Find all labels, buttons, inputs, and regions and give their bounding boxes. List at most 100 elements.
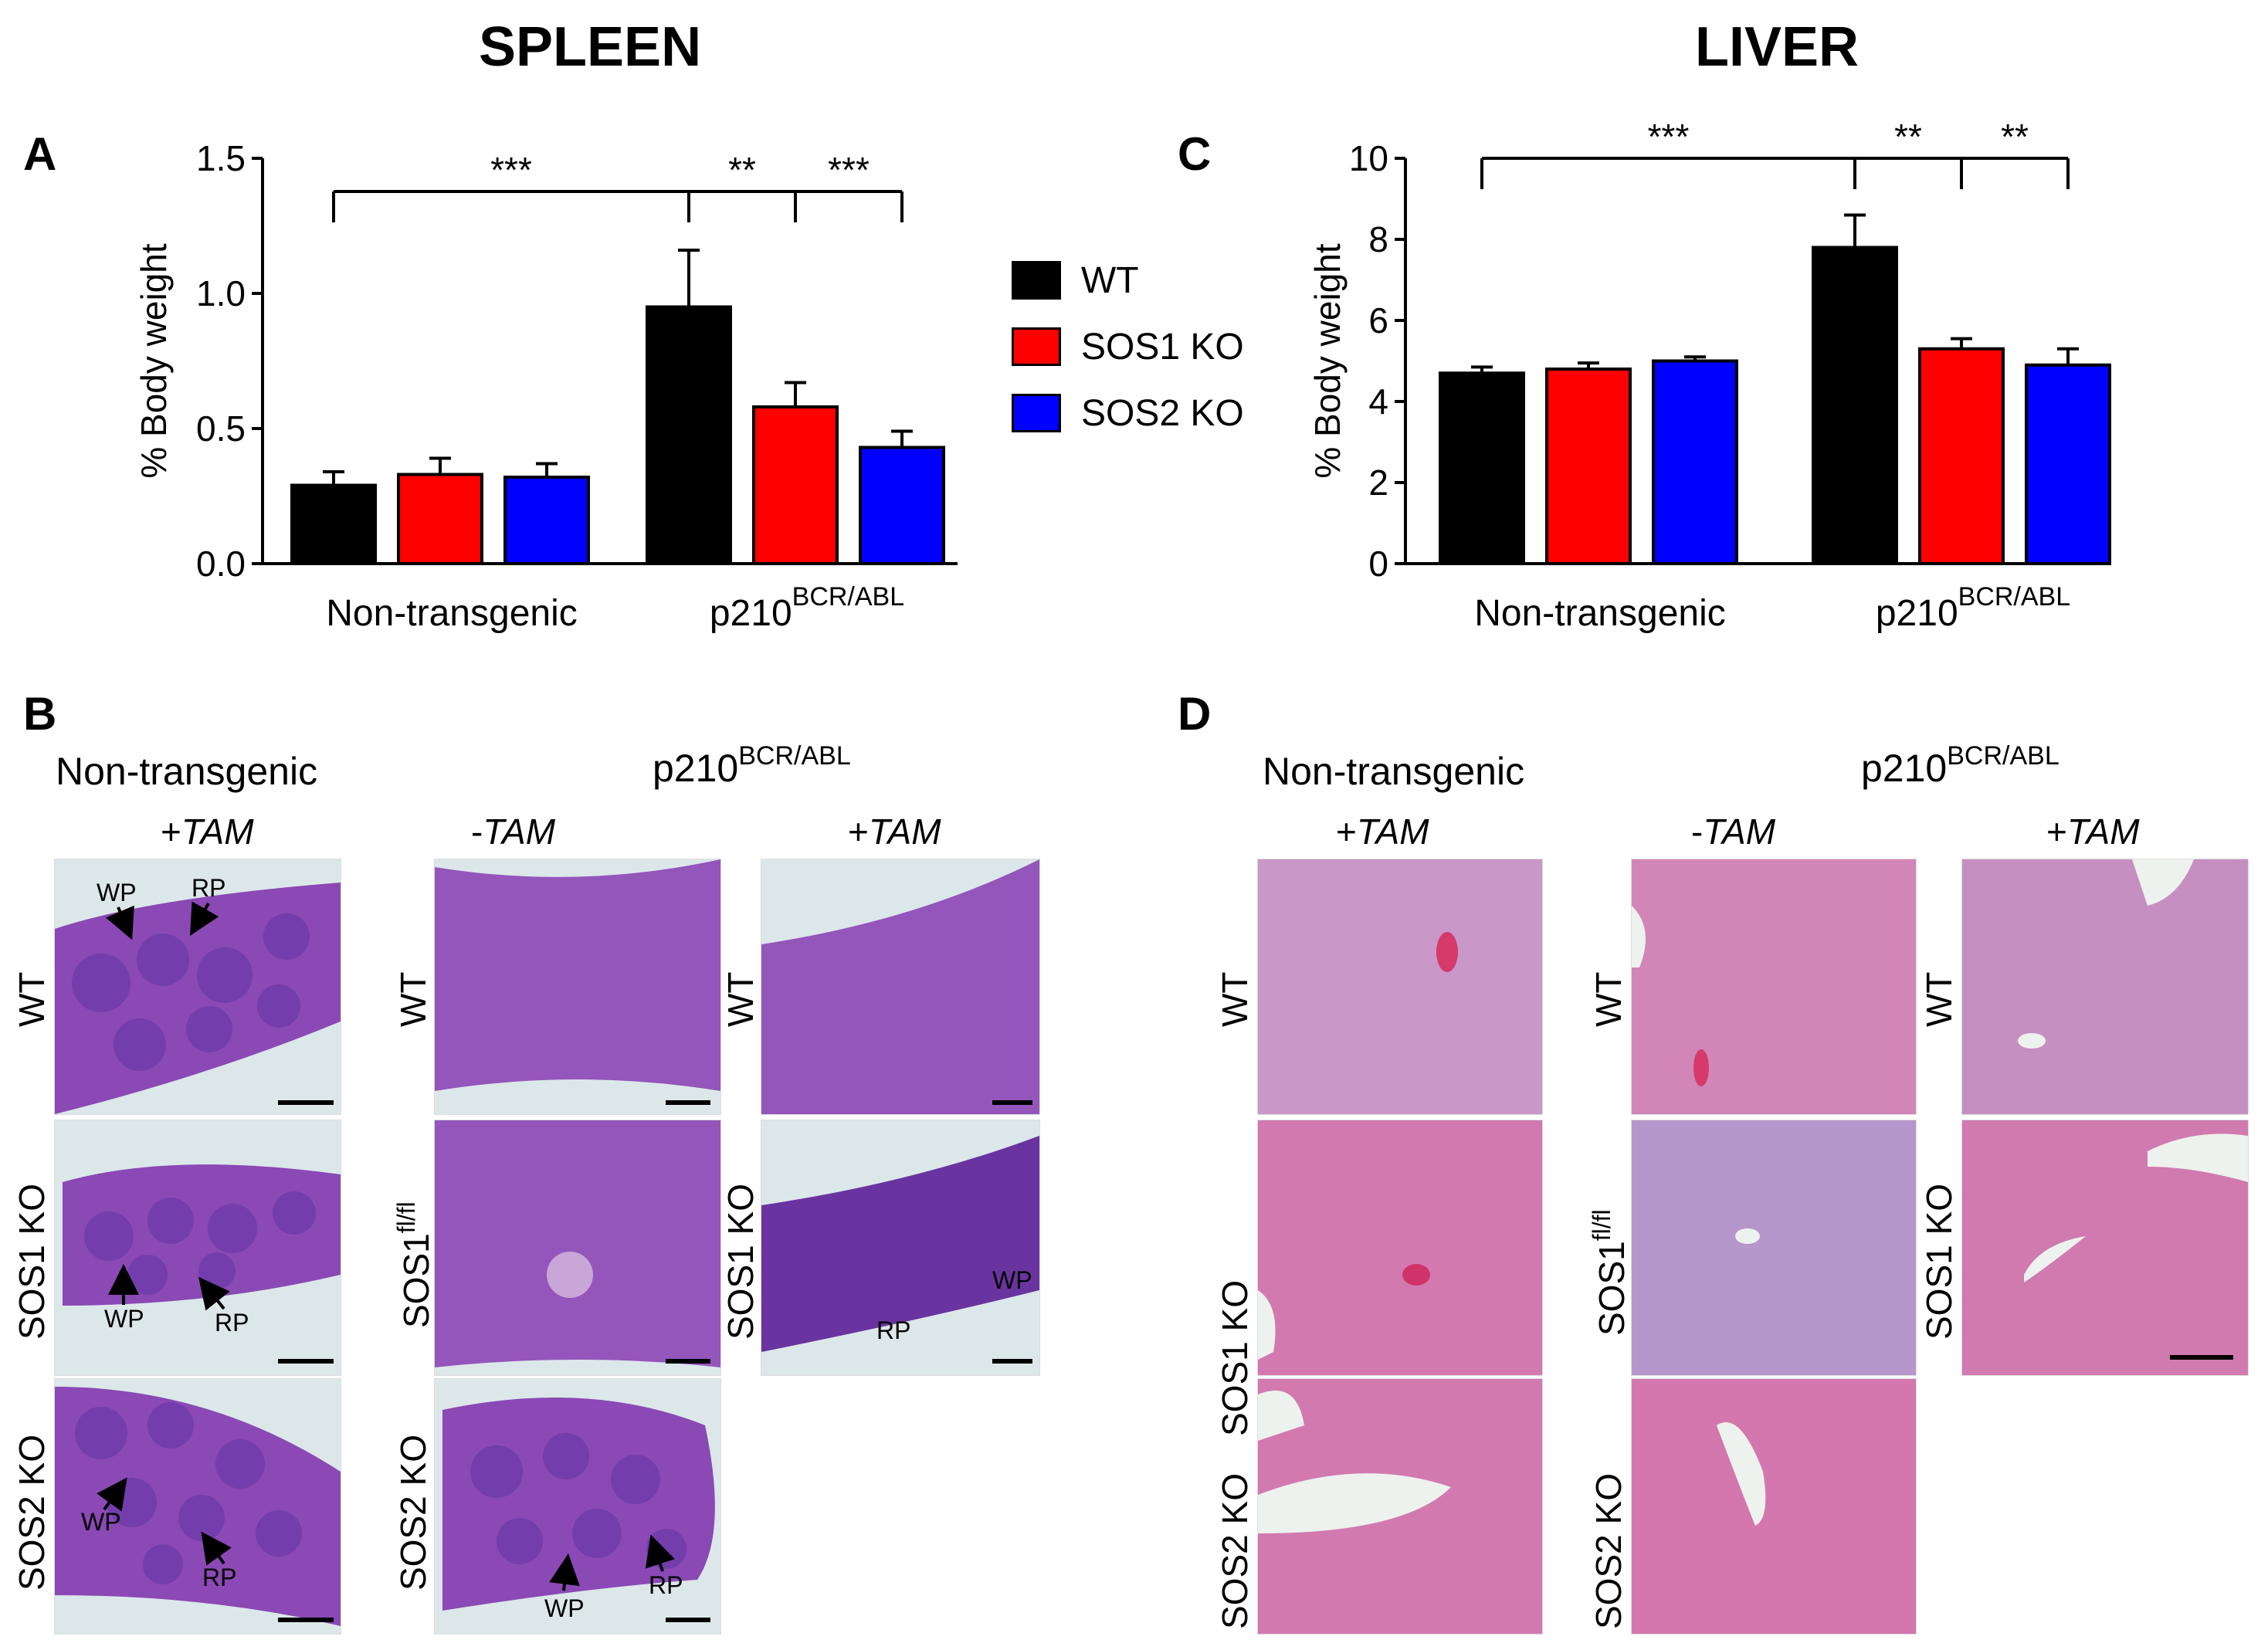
tam-sign: +	[161, 811, 181, 852]
row-label-text: SOS1	[1592, 1241, 1632, 1336]
d-header-p210-sup: BCR/ABL	[1947, 741, 2060, 771]
histology-liver-nt-wt	[1257, 859, 1543, 1115]
tam-sign: -	[1691, 811, 1704, 852]
row-label-text: SOS1	[396, 1233, 436, 1328]
bar-sos1-ko	[1545, 368, 1632, 565]
liver-title: LIVER	[1695, 16, 1859, 78]
legend-label-sos1ko: SOS1 KO	[1081, 326, 1244, 368]
bar-sos2-ko	[2025, 363, 2111, 565]
b-header-p210-text: p210	[653, 747, 739, 790]
spleen-title: SPLEEN	[479, 16, 702, 78]
y-tick-label: 8	[1368, 219, 1388, 259]
b-row-label-wt: WT	[393, 971, 433, 1027]
legend-swatch-sos2ko	[1012, 394, 1061, 432]
tam-sign: +	[2046, 811, 2067, 852]
bar-wt	[646, 305, 732, 565]
b-row-label-wt: WT	[720, 971, 761, 1027]
bar-sos1-ko	[397, 473, 483, 565]
d-tam-p210-plus: +TAM	[2046, 811, 2140, 852]
row-label-sup: fl/fl	[392, 1201, 420, 1234]
tam-word: TAM	[483, 811, 556, 852]
d-header-p210: p210BCR/ABL	[1861, 741, 2060, 791]
b-tam-nontransgenic: +TAM	[161, 811, 254, 852]
histology-spleen-p210-plus-sos1ko	[761, 1120, 1040, 1376]
significance-label: ***	[490, 150, 532, 190]
b-header-p210: p210BCR/ABL	[653, 741, 851, 791]
scale-bar	[666, 1618, 710, 1622]
scale-bar	[2170, 1355, 2233, 1360]
d-tam-nontransgenic: +TAM	[1336, 811, 1429, 852]
legend-label-sos2ko: SOS2 KO	[1081, 392, 1244, 434]
bar-wt	[1439, 371, 1525, 565]
scale-bar	[666, 1359, 710, 1364]
annotation-wp: WP	[97, 879, 137, 906]
d-row-label-sos1ko: SOS1 KO	[1919, 1184, 1959, 1340]
group-label: Non-transgenic	[1474, 593, 1726, 634]
annotation-wp: WP	[544, 1594, 585, 1622]
tam-word: TAM	[2066, 811, 2140, 852]
b-header-nontransgenic: Non-transgenic	[56, 750, 318, 793]
significance-label: **	[1894, 117, 1922, 157]
bar-sos2-ko	[1652, 359, 1738, 565]
d-row-label-wt: WT	[1215, 971, 1255, 1027]
y-tick-label: 2	[1368, 462, 1388, 503]
y-tick-label: 0.5	[196, 408, 246, 449]
significance-label: ***	[828, 150, 870, 190]
tam-sign: +	[1336, 811, 1357, 852]
histology-liver-p210-minus-sos1fl	[1631, 1120, 1917, 1376]
legend-item-sos2ko: SOS2 KO	[1012, 380, 1244, 446]
y-tick-label: 0.0	[196, 544, 246, 584]
bar-sos2-ko	[859, 446, 945, 565]
annotation-rp: RP	[649, 1571, 683, 1599]
y-tick-label: 1.0	[196, 273, 246, 313]
b-row-label-sos2ko: SOS2 KO	[393, 1435, 433, 1591]
legend-swatch-sos1ko	[1012, 327, 1061, 366]
d-row-label-wt: WT	[1588, 971, 1629, 1027]
row-label-sup: fl/fl	[1588, 1209, 1615, 1242]
scale-bar	[278, 1618, 334, 1622]
b-row-label-sos1flfl: SOS1fl/fl	[392, 1201, 437, 1328]
y-tick-label: 4	[1368, 381, 1388, 422]
scale-bar	[278, 1100, 334, 1105]
histology-liver-p210-plus-sos1ko	[1961, 1120, 2249, 1376]
legend-item-wt: WT	[1012, 247, 1244, 313]
legend-swatch-wt	[1012, 261, 1061, 300]
y-tick-label: 10	[1349, 138, 1388, 178]
group-label: Non-transgenic	[326, 593, 578, 634]
significance-label: ***	[1648, 117, 1690, 157]
bar-sos1-ko	[1918, 347, 2005, 565]
b-col2-arrows	[549, 1229, 903, 1591]
histology-spleen-p210-plus-wt	[761, 859, 1040, 1115]
legend-label-wt: WT	[1081, 259, 1139, 301]
b-header-p210-sup: BCR/ABL	[738, 741, 851, 771]
scale-bar	[278, 1359, 334, 1364]
b-row-label-sos1ko: SOS1 KO	[720, 1184, 761, 1340]
annotation-wp: WP	[104, 1305, 144, 1333]
y-tick-label: 6	[1368, 300, 1388, 341]
group-label: p210BCR/ABL	[1876, 582, 2070, 634]
chart-liver: 0 2 4 6 8 10 % Body weight Non-transgenic p210BC…	[1307, 117, 2111, 634]
significance-label: **	[728, 150, 756, 190]
y-axis-label: % Body weight	[134, 243, 174, 478]
d-tam-p210-minus: -TAM	[1691, 811, 1775, 852]
y-axis-label: % Body weight	[1307, 243, 1348, 478]
legend: WT SOS1 KO SOS2 KO	[1012, 247, 1244, 446]
panel-letter-a: A	[23, 128, 57, 180]
d-row-label-sos2ko: SOS2 KO	[1588, 1473, 1629, 1629]
annotation-rp: RP	[876, 1316, 911, 1344]
panel-letter-c: C	[1178, 128, 1212, 180]
y-tick-label: 1.5	[196, 138, 246, 178]
panel-letter-b: B	[23, 688, 57, 740]
histology-spleen-p210-minus-sos1fl	[434, 1120, 721, 1376]
b-tam-p210-plus: +TAM	[848, 811, 941, 852]
histology-liver-nt-sos2ko	[1257, 1378, 1543, 1635]
histology-liver-p210-plus-wt	[1961, 859, 2249, 1115]
d-header-p210-text: p210	[1861, 747, 1948, 790]
histology-liver-p210-minus-sos2ko	[1631, 1378, 1917, 1635]
tam-word: TAM	[181, 811, 254, 852]
scale-bar	[992, 1100, 1032, 1105]
histology-spleen-nt-sos1ko	[54, 1120, 341, 1376]
b-col1-arrows	[97, 901, 232, 1566]
histology-liver-p210-minus-wt	[1631, 859, 1917, 1115]
annotation-rp: RP	[215, 1309, 249, 1337]
